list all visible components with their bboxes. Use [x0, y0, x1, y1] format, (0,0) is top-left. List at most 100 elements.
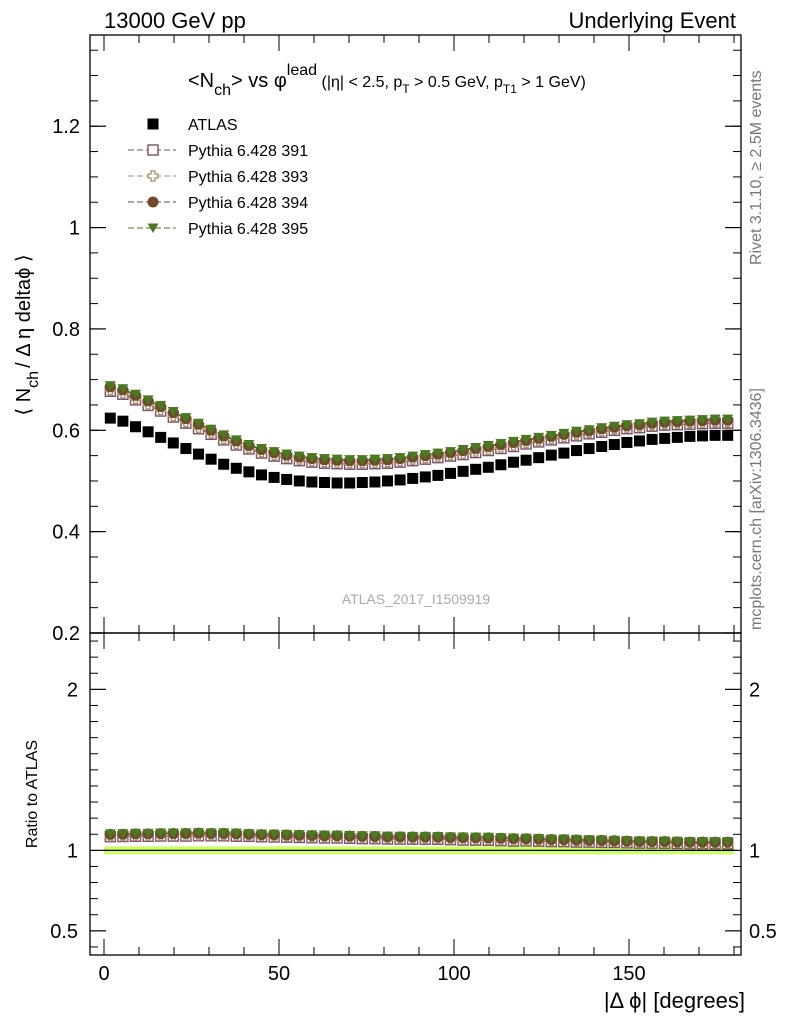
y-tick-label: 1.2 [52, 116, 80, 138]
ratio-point [659, 836, 671, 846]
data-point [180, 413, 192, 423]
data-point [218, 430, 230, 440]
ratio-point [571, 834, 582, 845]
data-point [117, 384, 129, 394]
rivet-version-label: Rivet 3.1.10, ≥ 2.5M events [748, 70, 765, 265]
legend-entry: ATLAS [147, 117, 238, 134]
data-point [193, 418, 204, 429]
ratio-panel: 0.5 0.5 1 1 2 2 0 50 100 150 [50, 632, 777, 985]
legend-label: Pythia 6.428 393 [188, 169, 308, 186]
x-tick-label: 150 [612, 963, 645, 985]
data-point [482, 461, 494, 473]
data-point [520, 434, 532, 445]
y-tick-label: 0.8 [52, 319, 80, 341]
ratio-reference-band [104, 846, 734, 855]
data-point [117, 415, 129, 427]
ratio-point [684, 837, 696, 847]
ratio-point [218, 828, 230, 838]
data-point [583, 425, 595, 435]
data-point [445, 447, 456, 457]
legend-marker [147, 144, 159, 156]
data-point [697, 430, 708, 442]
ratio-point [293, 830, 305, 840]
ratio-point [533, 834, 545, 844]
data-point [634, 419, 645, 429]
data-point [508, 436, 519, 447]
data-point [671, 431, 683, 443]
data-point [545, 449, 557, 461]
ratio-point [722, 837, 734, 847]
series-0 [104, 412, 734, 489]
x-tick-label: 0 [98, 963, 109, 985]
ratio-point [382, 831, 393, 842]
data-point [432, 469, 444, 481]
ratio-point [356, 831, 368, 841]
ratio-point [117, 829, 129, 839]
data-point [319, 476, 330, 488]
ratio-point [634, 836, 645, 846]
ratio-point [445, 832, 456, 842]
ratio-point [256, 829, 267, 839]
data-point [709, 429, 721, 441]
y-tick-label: 0.6 [52, 420, 80, 442]
ratio-y-tick-label: 1 [67, 840, 78, 862]
x-axis-label: |Δ ϕ| [degrees] [604, 988, 745, 1013]
ratio-point [243, 829, 255, 839]
series-4 [104, 381, 734, 465]
data-point [407, 472, 419, 484]
data-point [583, 443, 595, 455]
ratio-point [470, 832, 482, 843]
data-point [369, 476, 381, 488]
ratio-point [407, 831, 419, 842]
ratio-point [394, 831, 406, 842]
y-tick-label: 0.2 [52, 623, 80, 645]
data-point [482, 440, 494, 451]
ratio-axis-ticks: 0.5 0.5 1 1 2 2 0 50 100 150 [50, 633, 777, 985]
chart-title: <Nch> vs φlead (|η| < 2.5, pT > 0.5 GeV,… [188, 62, 586, 99]
data-point [293, 451, 305, 462]
data-point [167, 407, 179, 417]
ratio-point [457, 832, 469, 843]
data-point [571, 445, 582, 457]
data-point [709, 414, 721, 425]
main-series [104, 381, 734, 489]
ratio-point [508, 833, 519, 844]
ratio-point [495, 833, 507, 843]
analysis-watermark: ATLAS_2017_I1509919 [342, 591, 491, 607]
ratio-point [281, 829, 293, 840]
ratio-point [306, 830, 318, 840]
data-point [306, 476, 318, 488]
data-point [558, 447, 570, 459]
data-point [671, 416, 683, 426]
data-point [344, 477, 356, 489]
data-point [596, 441, 608, 453]
legend-label: Pythia 6.428 394 [188, 195, 308, 212]
ratio-point [268, 829, 280, 840]
data-point [495, 438, 507, 449]
ratio-point [545, 834, 557, 844]
data-point [608, 421, 620, 432]
data-point [596, 423, 608, 433]
data-point [205, 453, 217, 465]
ratio-point [104, 829, 116, 839]
data-point [571, 426, 582, 437]
ratio-point [419, 831, 431, 842]
ratio-point [709, 837, 721, 847]
y-tick-label: 0.4 [52, 522, 80, 544]
header-left: 13000 GeV pp [104, 8, 246, 33]
ratio-y-tick-label: 0.5 [50, 921, 78, 943]
ratio-y-tick-label-right: 2 [749, 679, 760, 701]
ratio-point [180, 828, 192, 838]
ratio-point [432, 831, 444, 842]
ratio-point [130, 828, 141, 839]
data-point [167, 437, 179, 449]
mcplots-label: mcplots.cern.ch [arXiv:1306.3436] [748, 388, 765, 630]
data-point [281, 473, 293, 485]
main-panel: 0.2 0.4 0.6 0.8 1 1.2 [52, 34, 742, 645]
data-point [256, 444, 267, 454]
data-point [268, 447, 280, 457]
ratio-point [230, 828, 242, 839]
ratio-y-tick-label-right: 0.5 [749, 921, 777, 943]
data-point [508, 456, 519, 468]
data-point [356, 455, 368, 465]
